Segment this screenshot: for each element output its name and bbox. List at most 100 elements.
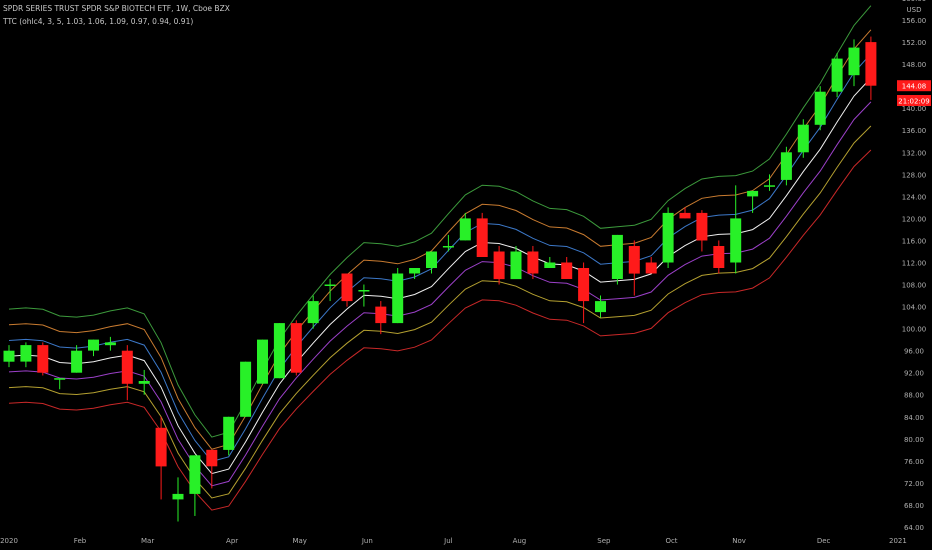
candle-body [54,378,66,380]
price-tick-label: 124.00 [902,193,927,201]
price-tick-label: 120.00 [902,215,927,223]
price-tick-label: 104.00 [902,304,927,312]
candle-body [20,345,32,362]
price-tick-label: 140.00 [902,105,927,113]
price-tick-label: 96.00 [904,348,924,356]
last-price-tag [897,80,931,92]
price-tick-label: 112.00 [902,260,927,268]
candle-body [780,152,792,180]
price-tick-label: 108.00 [902,282,927,290]
price-tick-label: 160.00 [902,0,927,3]
candle-body [172,493,184,500]
countdown-label: 21:02:09 [898,97,929,105]
candle-body [713,246,725,268]
candle-29 [493,245,505,285]
candle-body [273,323,285,379]
candle-body [510,251,522,280]
candle-body [831,58,843,92]
candle-7 [121,345,133,401]
candle-body [88,339,99,351]
time-tick-label: 2020 [0,537,18,545]
candle-35 [595,295,606,318]
candle-51 [865,36,877,100]
price-tick-label: 72.00 [904,480,924,488]
time-tick-label: Feb [74,537,87,545]
candle-body [578,268,590,302]
price-tick-label: 68.00 [904,502,924,510]
time-tick-label: Aug [513,537,527,545]
candle-14 [240,361,252,417]
candle-12 [206,449,218,489]
last-price-label: 144.08 [902,83,927,91]
time-tick-label: 2021 [889,537,907,545]
candle-body [189,455,201,494]
time-tick-label: May [292,537,306,545]
candle-body [341,273,353,302]
candle-43 [730,185,742,274]
candle-body [257,339,268,384]
candle-body [426,251,437,268]
band-line-5 [8,125,872,499]
candle-8 [138,369,150,395]
indicator-legend[interactable]: TTC (ohlc4, 3, 5, 1.03, 1.06, 1.09, 0.97… [3,17,194,26]
axis-unit-label: USD [907,6,922,14]
time-axis[interactable]: 2020 Feb Mar Apr May Jun Jul Aug Sep Oct Nov Dec 202… [0,537,907,545]
candle-body [797,124,809,153]
candle-31 [527,245,539,280]
candle-30 [510,245,522,280]
candle-body [240,361,252,417]
countdown-tag [897,95,931,106]
candle-body [3,350,15,362]
price-tick-label: 88.00 [904,392,924,400]
price-tick-label: 148.00 [902,61,927,69]
price-tags: 144.08 21:02:09 [897,80,931,106]
candle-10 [172,477,184,522]
ttc-bands [8,5,872,511]
price-tick-label: 80.00 [904,436,924,444]
candle-body [290,323,302,373]
candle-body [747,190,759,197]
candle-0 [3,345,15,368]
candle-25 [426,251,437,274]
candle-21 [358,284,370,307]
candle-body [611,234,623,279]
candle-body [459,218,471,241]
candle-body [104,342,116,346]
price-axis[interactable]: USD 64.00 68.00 72.00 76.00 80.00 84.00 88.00 92… [902,0,927,532]
candle-13 [223,416,235,456]
candle-body [307,301,319,324]
candle-33 [561,256,573,280]
candle-16 [273,323,285,379]
time-tick-label: Jul [443,537,453,545]
price-tick-label: 132.00 [902,149,927,157]
candle-45 [764,174,775,191]
price-tick-label: 152.00 [902,39,927,47]
candle-body [121,350,133,384]
candle-1 [20,342,32,368]
candle-body [493,251,505,280]
candle-23 [392,268,404,324]
price-tick-label: 100.00 [902,326,927,334]
candle-body [865,42,877,86]
candle-body [37,345,49,373]
price-tick-label: 84.00 [904,414,924,422]
symbol-title: SPDR SERIES TRUST SPDR S&P BIOTECH ETF, … [3,4,230,13]
candle-5 [88,339,99,357]
candle-18 [307,295,319,329]
price-tick-label: 92.00 [904,370,924,378]
candle-15 [257,339,268,384]
candle-body [628,246,640,274]
candle-body [409,268,421,274]
candle-6 [104,336,116,351]
candle-28 [476,212,488,257]
candle-body [358,290,370,292]
candle-2 [37,342,49,376]
candle-50 [848,39,860,87]
band-line-0 [8,5,872,438]
candle-body [375,306,387,324]
candle-body [71,350,83,373]
band-line-2 [8,53,872,462]
candle-44 [747,190,759,213]
price-tick-label: 128.00 [902,171,927,179]
